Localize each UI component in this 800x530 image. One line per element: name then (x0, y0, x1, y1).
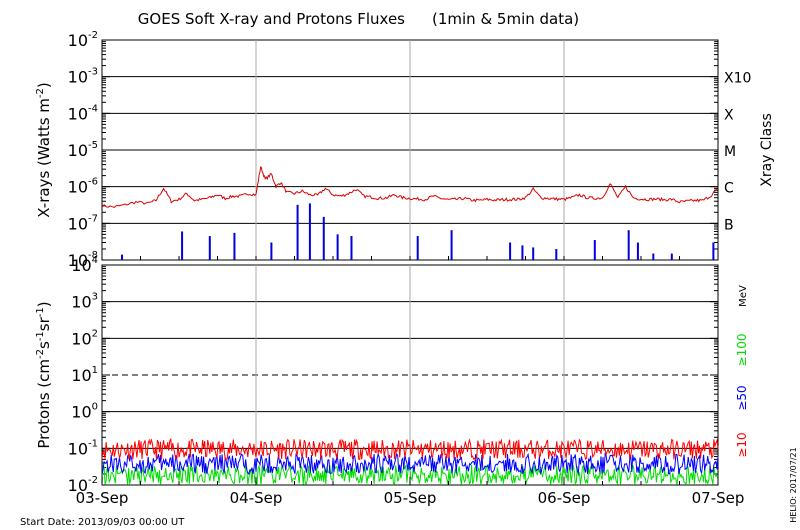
proton-series-line (101, 463, 719, 487)
xray-tick-label: 10-5 (68, 140, 98, 160)
proton-y-sup-3: -1 (35, 331, 46, 341)
xray-tick-base: 10 (68, 104, 88, 123)
xray-class-axis-title: Xray Class (759, 113, 775, 187)
xray-tick-base: 10 (68, 31, 88, 50)
proton-tick-label: 101 (71, 365, 98, 385)
proton-tick-label: 10-1 (68, 438, 98, 458)
xray-y-axis-title-end: ) (35, 82, 53, 88)
proton-y-part-2: s (35, 341, 53, 349)
xray-tick-base: 10 (68, 214, 88, 233)
proton-tick-exp: 4 (92, 255, 98, 266)
proton-tick-base: 10 (71, 366, 91, 385)
x-tick-label: 03-Sep (76, 489, 129, 507)
proton-y-axis-title-main: Protons (cm (35, 359, 53, 449)
proton-tick-exp: 2 (92, 328, 98, 339)
proton-tick-exp: -1 (88, 438, 98, 449)
xray-tick-label: 10-7 (68, 213, 98, 233)
xray-tick-label: 10-8 (68, 250, 98, 270)
helio-date: HELIO: 2017/07/21 (789, 447, 798, 522)
proton-tick-label: 103 (71, 292, 98, 312)
chart-subtitle: (1min & 5min data) (432, 10, 579, 28)
xray-tick-label: 10-3 (68, 67, 98, 87)
proton-series-line (101, 452, 719, 476)
proton-tick-base: 10 (71, 293, 91, 312)
proton-tick-label: 10-2 (68, 475, 98, 495)
proton-series-line (101, 437, 719, 461)
proton-y-axis-title: Protons (cm-2s-1sr-1) (35, 301, 53, 448)
proton-y-sup-5: -1 (35, 307, 46, 317)
xray-tick-exp: -3 (88, 67, 98, 78)
x-tick-label: 06-Sep (538, 489, 591, 507)
xray-tick-label: 10-4 (68, 103, 98, 123)
proton-tick-base: 10 (71, 329, 91, 348)
start-date: Start Date: 2013/09/03 00:00 UT (20, 517, 185, 528)
proton-y-sup-1: -2 (35, 349, 46, 359)
xray-tick-base: 10 (68, 178, 88, 197)
xray-tick-exp: -8 (88, 250, 98, 261)
xray-y-axis-title-main: X-rays (Watts m (35, 98, 53, 218)
xray-tick-base: 10 (68, 141, 88, 160)
proton-tick-exp: 1 (92, 365, 98, 376)
chart-title: GOES Soft X-ray and Protons Fluxes (138, 10, 405, 28)
proton-tick-exp: 0 (92, 402, 98, 413)
xray-tick-base: 10 (68, 68, 88, 87)
xray-tick-exp: -5 (88, 140, 98, 151)
proton-tick-base: 10 (71, 403, 91, 422)
xray-y-axis-title-sup: -2 (35, 88, 46, 98)
xray-short-series (101, 166, 718, 208)
proton-legend-label: ≥100 (735, 334, 749, 367)
proton-y-close: ) (35, 301, 53, 307)
xray-tick-label: 10-2 (68, 30, 98, 50)
proton-tick-exp: -2 (88, 475, 98, 486)
proton-tick-base: 10 (68, 439, 88, 458)
xray-y-axis-title: X-rays (Watts m-2) (35, 82, 53, 217)
xray-tick-exp: -6 (88, 177, 98, 188)
xray-class-label: C (724, 181, 734, 197)
proton-tick-label: 100 (71, 402, 98, 422)
proton-tick-label: 104 (71, 255, 98, 275)
x-tick-label: 04-Sep (230, 489, 283, 507)
proton-tick-exp: 3 (92, 292, 98, 303)
proton-tick-base: 10 (71, 256, 91, 275)
proton-y-part-4: sr (35, 316, 53, 331)
xray-tick-base: 10 (68, 251, 88, 270)
proton-legend-label: ≥10 (735, 432, 749, 457)
xray-class-label: X10 (724, 71, 751, 87)
xray-tick-exp: -7 (88, 213, 98, 224)
proton-tick-base: 10 (68, 476, 88, 495)
x-tick-label: 05-Sep (384, 489, 437, 507)
xray-class-label: M (724, 144, 736, 160)
x-tick-label: 07-Sep (692, 489, 745, 507)
xray-tick-label: 10-6 (68, 177, 98, 197)
xray-tick-exp: -4 (88, 103, 98, 114)
proton-legend-label: ≥50 (735, 385, 749, 410)
xray-tick-exp: -2 (88, 30, 98, 41)
proton-tick-label: 102 (71, 328, 98, 348)
xray-class-label: X (724, 107, 734, 123)
proton-unit-label: MeV (738, 285, 749, 307)
xray-class-label: B (724, 217, 734, 233)
